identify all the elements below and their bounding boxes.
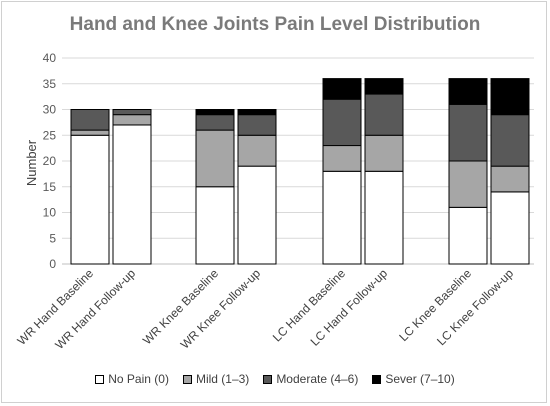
bar-segment <box>490 114 530 167</box>
legend-item: Mild (1–3) <box>182 372 250 386</box>
x-category-label: LC Knee Baseline <box>396 266 474 344</box>
y-axis-label: Number <box>24 139 39 186</box>
x-category-label: LC Hand Baseline <box>270 266 349 345</box>
y-tick-label: 5 <box>49 231 56 245</box>
legend-label: Mild (1–3) <box>195 372 250 386</box>
bar-segment <box>448 160 488 208</box>
legend-label: No Pain (0) <box>108 372 169 386</box>
bar-segment <box>448 78 488 105</box>
bar-segment <box>237 165 277 265</box>
y-tick-label: 35 <box>43 77 57 91</box>
chart-title: Hand and Knee Joints Pain Level Distribu… <box>69 14 481 35</box>
y-tick-label: 10 <box>43 206 57 220</box>
bar-segment <box>448 206 488 265</box>
bar-segment <box>364 170 404 265</box>
bars <box>70 78 530 265</box>
legend-item: Moderate (4–6) <box>263 372 358 386</box>
y-tick-label: 15 <box>43 180 57 194</box>
bar-segment <box>364 134 404 172</box>
legend: No Pain (0) Mild (1–3) Moderate (4–6) Sever… <box>0 372 550 386</box>
bar-segment <box>364 93 404 136</box>
legend-swatch <box>95 374 105 384</box>
bar-segment <box>364 78 404 95</box>
bar-segment <box>195 114 235 131</box>
y-tick-label: 25 <box>43 128 57 142</box>
bar-segment <box>237 134 277 167</box>
x-category-label: WR Knee Baseline <box>140 266 221 347</box>
y-tick-label: 40 <box>43 51 57 65</box>
bar-segment <box>70 134 110 265</box>
y-tick-label: 30 <box>43 103 57 117</box>
bar-segment <box>490 165 530 193</box>
bar-segment <box>237 109 277 116</box>
bar-segment <box>112 109 152 116</box>
y-tick-label: 20 <box>43 154 57 168</box>
legend-swatch <box>182 374 192 384</box>
bar-segment <box>322 78 362 100</box>
bar-segment <box>112 114 152 126</box>
legend-item: No Pain (0) <box>95 372 169 386</box>
bar-segment <box>322 170 362 265</box>
bar-segment <box>490 191 530 265</box>
legend-label: Sever (7–10) <box>385 372 455 386</box>
bar-segment <box>195 186 235 265</box>
y-tick-label: 0 <box>49 257 56 271</box>
x-category-label: WR Hand Follow-up <box>52 266 138 352</box>
bar-segment <box>237 114 277 136</box>
x-category-label: LC Knee Follow-up <box>434 266 516 348</box>
bar-segment <box>70 129 110 136</box>
x-category-label: WR Hand Baseline <box>15 266 97 348</box>
bar-segment <box>70 109 110 131</box>
legend-swatch <box>372 374 382 384</box>
bar-segment <box>112 124 152 265</box>
x-category-label: WR Knee Follow-up <box>178 266 264 352</box>
y-axis-ticks: 0 5 10 15 20 25 30 35 40 <box>43 51 57 271</box>
bar-segment <box>322 98 362 147</box>
bar-segment <box>448 103 488 162</box>
bar-segment <box>195 129 235 188</box>
x-category-label: LC Hand Follow-up <box>308 266 391 349</box>
bar-segment <box>490 78 530 116</box>
bar-segment <box>322 145 362 172</box>
bar-segment <box>195 109 235 116</box>
legend-label: Moderate (4–6) <box>276 372 359 386</box>
legend-item: Sever (7–10) <box>372 372 455 386</box>
legend-swatch <box>263 374 273 384</box>
